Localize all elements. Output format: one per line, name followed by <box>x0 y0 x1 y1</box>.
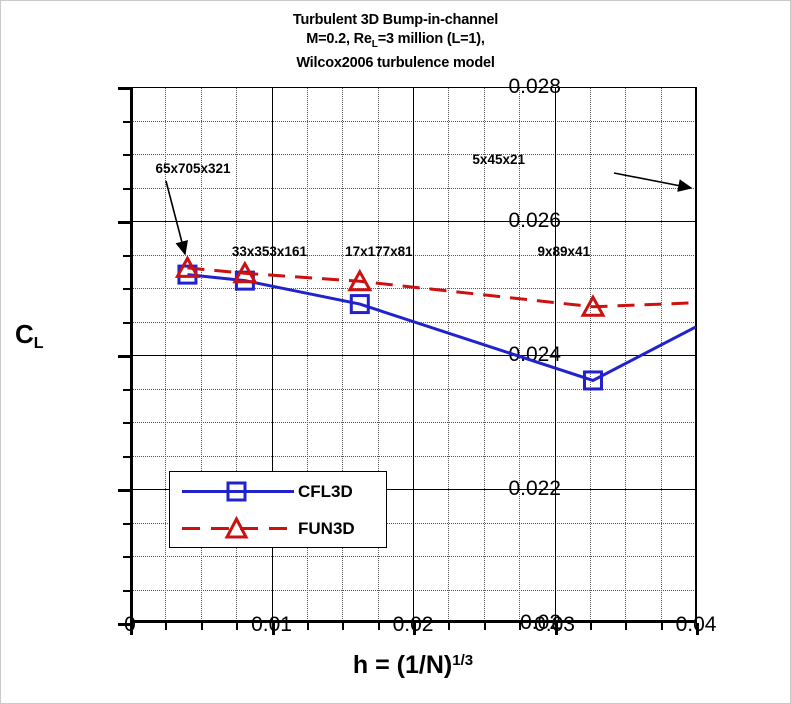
x-major-tick <box>413 623 416 635</box>
x-minor-tick <box>448 623 451 630</box>
marker-square <box>349 294 370 315</box>
y-minor-tick <box>123 422 130 424</box>
marker-square <box>582 370 603 391</box>
x-minor-tick <box>165 623 168 630</box>
x-axis-title-main: h = (1/N) <box>352 651 453 679</box>
legend-swatch-cfl3d <box>182 481 294 502</box>
x-minor-tick <box>342 623 345 630</box>
title-line-2-pre: M=0.2, Re <box>306 31 372 47</box>
title-line-3: Wilcox2006 turbulence model <box>296 55 495 71</box>
annotation-label: 65x705x321 <box>155 161 231 177</box>
marker-triangle <box>580 294 606 317</box>
x-minor-tick <box>377 623 380 630</box>
y-tick-label: 0.022 <box>508 477 561 500</box>
annotation-label: 9x89x41 <box>537 244 591 260</box>
x-minor-tick <box>483 623 486 630</box>
x-minor-tick <box>200 623 203 630</box>
x-minor-tick <box>589 623 592 630</box>
y-major-tick <box>118 623 130 626</box>
marker-triangle <box>347 268 373 292</box>
chart-title: Turbulent 3D Bump-in-channel M=0.2, ReL=… <box>1 11 790 73</box>
marker-triangle <box>232 260 258 284</box>
legend-item-cfl3d[interactable]: CFL3D <box>170 473 386 510</box>
y-minor-tick <box>123 254 130 257</box>
data-layer <box>174 255 696 391</box>
legend-label-fun3d: FUN3D <box>298 518 355 538</box>
x-major-gridline <box>696 87 698 623</box>
y-major-gridline <box>130 355 696 357</box>
x-minor-tick <box>519 623 522 630</box>
y-minor-tick <box>123 556 130 558</box>
annotation-label: 5x45x21 <box>472 151 525 167</box>
x-minor-tick <box>306 623 309 630</box>
x-major-tick <box>130 623 133 635</box>
y-minor-tick <box>123 120 130 123</box>
y-minor-tick <box>123 455 130 458</box>
y-minor-tick <box>123 522 130 525</box>
x-tick-label: 0.02 <box>392 613 434 636</box>
y-tick-label: 0.028 <box>508 75 561 98</box>
y-minor-tick <box>123 154 130 156</box>
x-tick-label: 0.03 <box>534 613 575 636</box>
y-axis-title-main: C <box>15 319 34 349</box>
x-major-tick <box>271 623 275 635</box>
y-minor-tick <box>123 187 130 190</box>
legend-box: CFL3D FUN3D <box>169 471 387 548</box>
y-tick-label: 0.026 <box>508 209 561 232</box>
y-minor-tick <box>123 321 130 324</box>
y-major-tick <box>118 87 130 90</box>
legend-swatch-fun3d <box>182 515 294 539</box>
title-line-2-post: =3 million (L=1), <box>377 31 485 47</box>
x-minor-tick <box>625 623 628 630</box>
x-axis-title: h = (1/N)1/3 <box>130 651 696 680</box>
y-minor-tick <box>123 388 130 391</box>
y-major-tick <box>118 355 130 358</box>
annotation-label: 17x177x81 <box>345 244 413 260</box>
y-minor-tick <box>123 589 130 592</box>
annotation-label: 33x353x161 <box>231 244 307 260</box>
x-major-tick <box>554 623 558 635</box>
legend-label-cfl3d: CFL3D <box>298 481 353 501</box>
legend-item-fun3d[interactable]: FUN3D <box>170 510 386 547</box>
y-major-gridline <box>130 221 696 223</box>
x-axis-title-superscript: 1/3 <box>452 652 474 669</box>
y-tick-label: 0.024 <box>508 343 561 366</box>
title-line-1: Turbulent 3D Bump-in-channel <box>292 12 499 28</box>
y-axis-title-subscript: L <box>33 335 44 352</box>
x-major-tick <box>696 623 699 635</box>
y-axis-title: CL <box>15 319 44 353</box>
y-major-tick <box>118 489 130 492</box>
title-line-2: M=0.2, ReL=3 million (L=1), <box>1 30 790 54</box>
y-major-tick <box>118 221 130 224</box>
x-tick-label: 0.01 <box>251 613 292 636</box>
x-minor-tick <box>236 623 239 630</box>
x-tick-label: 0.04 <box>675 613 717 636</box>
y-minor-tick <box>123 288 130 290</box>
series-line-cfl3d <box>187 273 696 383</box>
y-major-gridline <box>130 489 696 491</box>
marker-triangle <box>174 255 200 278</box>
x-tick-label: 0 <box>124 613 136 636</box>
title-line-2-subscript: L <box>371 39 378 50</box>
x-minor-tick <box>660 623 663 630</box>
series-line-fun3d <box>187 266 696 309</box>
